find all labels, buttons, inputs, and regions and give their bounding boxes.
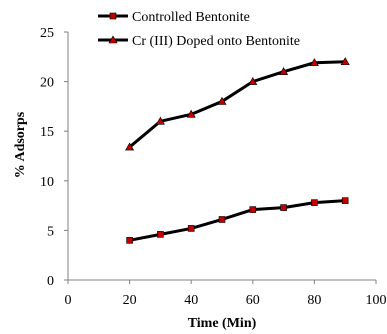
y-axis-title: % Adsorps	[13, 111, 28, 178]
data-point	[125, 142, 135, 151]
legend-item: Cr (III) Doped onto Bentonite	[98, 34, 300, 49]
data-point	[309, 58, 319, 67]
data-point	[341, 197, 349, 204]
x-tick-label: 20	[123, 293, 137, 308]
data-point	[248, 76, 258, 85]
legend-marker	[109, 12, 117, 20]
x-tick-label: 60	[246, 293, 260, 308]
x-tick-label: 0	[65, 293, 72, 308]
data-point	[187, 225, 195, 232]
legend: Controlled Bentonite Cr (III) Doped onto …	[98, 10, 300, 49]
series-2	[125, 57, 350, 151]
data-point	[186, 109, 196, 118]
data-point	[126, 237, 133, 244]
y-tick-label: 25	[40, 26, 54, 41]
data-point	[155, 116, 165, 125]
series-line	[128, 60, 346, 149]
data-point	[218, 216, 226, 223]
legend-label: Cr (III) Doped onto Bentonite	[132, 34, 300, 49]
data-point	[217, 96, 227, 105]
data-point	[311, 199, 318, 206]
x-tick-label: 40	[184, 293, 198, 308]
legend-item: Controlled Bentonite	[98, 10, 250, 25]
series-group	[125, 57, 350, 244]
y-tick-label: 5	[47, 224, 54, 239]
data-point	[340, 57, 350, 66]
x-axis-title: Time (Min)	[188, 316, 257, 331]
axes	[67, 32, 376, 281]
series-line	[129, 199, 346, 242]
x-tick-label: 100	[366, 293, 387, 308]
legend-label: Controlled Bentonite	[132, 10, 250, 25]
series-1	[126, 197, 349, 244]
legend-marker	[108, 35, 118, 44]
data-point	[157, 231, 164, 238]
y-tick-label: 0	[47, 274, 54, 289]
data-point	[249, 206, 257, 213]
tick-labels: 0 5 10 15 20 25 0 20 40 60 80 100	[40, 26, 387, 308]
y-tick-label: 20	[40, 76, 54, 91]
data-point	[280, 204, 287, 211]
data-point	[279, 67, 289, 75]
y-tick-label: 10	[40, 175, 54, 190]
x-tick-label: 80	[307, 293, 321, 308]
y-tick-label: 15	[40, 125, 54, 140]
